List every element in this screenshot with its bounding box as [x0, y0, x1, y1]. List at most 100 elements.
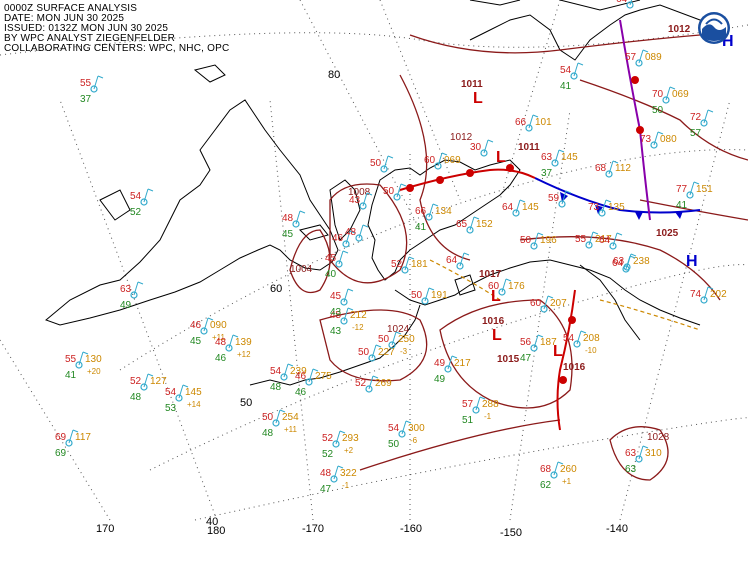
station-dewpoint: 51	[462, 415, 474, 426]
station-plot: 60 176	[488, 278, 525, 296]
wind-barb-icon	[707, 109, 714, 113]
station-plot: 68 62 260 +1	[540, 461, 577, 491]
station-temperature: 50	[411, 290, 423, 301]
warm-front-bump	[506, 164, 514, 172]
wind-barb-icon	[642, 445, 649, 449]
header-centers: COLLABORATING CENTERS: WPC, NHC, OPC	[4, 43, 230, 54]
station-circle-icon	[130, 291, 138, 299]
high-symbol: H	[686, 253, 698, 270]
station-circle-icon	[444, 365, 452, 373]
station-pressure: 288	[482, 399, 499, 410]
isobar-1012-mid	[399, 74, 471, 261]
station-temperature: 46	[295, 371, 307, 382]
alaska-south-coast	[394, 259, 701, 326]
station-circle-icon	[401, 266, 409, 274]
station-temperature: 64	[612, 258, 624, 269]
station-circle-icon	[359, 202, 367, 210]
station-circle-icon	[456, 262, 464, 270]
station-pressure: 227	[378, 347, 395, 358]
station-dewpoint: 57	[690, 128, 702, 139]
isobar-1004	[289, 229, 331, 294]
wind-barb-icon	[473, 216, 480, 220]
station-plot: 56 47 187	[520, 334, 557, 364]
station-circle-icon	[650, 141, 658, 149]
isobar-label: 1008	[348, 187, 371, 198]
low-value: 1016	[482, 316, 505, 327]
station-pressure: 152	[476, 219, 493, 230]
wind-barb-icon	[366, 192, 373, 196]
warm-front-bump	[406, 184, 414, 192]
wind-barb-icon	[283, 363, 289, 378]
wind-barb-icon	[345, 230, 351, 245]
lat-60-line	[119, 149, 748, 371]
wind-barb-icon	[424, 287, 430, 302]
wind-barb-icon	[577, 62, 584, 66]
station-temperature: 50	[383, 186, 395, 197]
station-dewpoint: 41	[415, 222, 427, 233]
low-symbol: L	[491, 288, 501, 305]
wind-barb-icon	[532, 114, 539, 118]
siberia-coast-west	[99, 189, 131, 221]
station-circle-icon	[355, 234, 363, 242]
wind-barb-icon	[576, 330, 582, 345]
low-value: 1015	[497, 354, 520, 365]
station-dewpoint: 50	[652, 105, 664, 116]
high-center: 1025 H	[656, 228, 698, 270]
wind-barb-icon	[143, 188, 149, 203]
wind-barb-icon	[459, 252, 465, 267]
station-plot: 46	[332, 230, 356, 248]
station-temperature: 45	[325, 253, 337, 264]
station-dewpoint: 43	[330, 307, 342, 318]
station-tendency: -3	[400, 347, 408, 356]
wind-barb-icon	[279, 409, 286, 413]
station-temperature: 64	[599, 235, 611, 246]
station-plot: 43	[349, 192, 373, 210]
station-temperature: 60	[488, 281, 500, 292]
warm-front-bump	[631, 76, 639, 84]
station-tendency: -1	[342, 481, 350, 490]
station-plot: 60 069	[424, 152, 461, 170]
low-center: 1016 L	[482, 316, 505, 344]
station-dewpoint: 49	[434, 374, 446, 385]
wind-barb-icon	[693, 181, 700, 185]
wind-barb-icon	[703, 109, 709, 124]
chukotka-coast	[329, 179, 361, 241]
station-circle-icon	[398, 430, 406, 438]
wind-barb-icon	[669, 86, 676, 90]
station-temperature: 54	[560, 65, 572, 76]
wind-barb-icon	[68, 429, 74, 444]
wind-barb-icon	[137, 281, 144, 285]
station-circle-icon	[335, 260, 343, 268]
station-temperature: 60	[424, 155, 436, 166]
station-plot: 77 41 151	[676, 181, 713, 211]
wind-barb-icon	[295, 210, 301, 225]
low-symbol: L	[553, 343, 563, 360]
isobars	[289, 34, 748, 481]
station-temperature: 59	[548, 193, 560, 204]
station-plot: 52 181	[391, 256, 428, 274]
wind-barb-icon	[349, 230, 356, 234]
wind-barb-icon	[428, 203, 434, 218]
station-dewpoint: 49	[120, 300, 132, 311]
station-tendency: +20	[87, 367, 101, 376]
isobar-label: 1004	[290, 264, 313, 275]
coastlines	[45, 0, 721, 386]
station-temperature: 49	[434, 358, 446, 369]
station-plot: 55 41 130 +20	[65, 351, 102, 381]
lat-label: 50	[240, 397, 252, 409]
station-pressure: 145	[185, 387, 202, 398]
station-pressure: 322	[340, 468, 357, 479]
wind-barb-icon	[178, 384, 184, 399]
wind-barb-icon	[375, 344, 382, 348]
station-plot: 30	[470, 139, 494, 157]
station-circle-icon	[175, 394, 183, 402]
station-circle-icon	[585, 241, 593, 249]
station-temperature: 56	[520, 337, 532, 348]
station-circle-icon	[626, 1, 634, 9]
wind-barb-icon	[335, 430, 341, 445]
station-temperature: 68	[540, 464, 552, 475]
station-dewpoint: 41	[560, 81, 572, 92]
